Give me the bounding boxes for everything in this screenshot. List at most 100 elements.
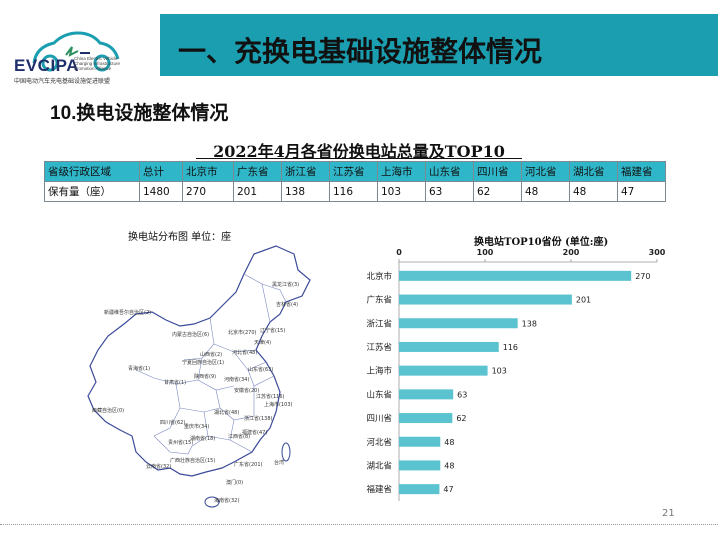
y-tick-label: 四川省	[366, 413, 392, 424]
section-number: 10.	[50, 103, 77, 124]
table-value-cell: 103	[377, 181, 426, 202]
table-value-cell: 138	[281, 181, 330, 202]
data-label: 201	[576, 296, 591, 305]
table-header-cell: 福建省	[617, 161, 666, 182]
x-tick-label: 100	[477, 248, 494, 257]
chart-title: 换电站TOP10省份 (单位:座)	[474, 237, 609, 248]
map-label: 浙江省(138)	[244, 415, 272, 422]
table-value-cell: 1480	[139, 181, 183, 202]
table-header-cell: 上海市	[377, 161, 426, 182]
bar	[399, 318, 518, 329]
table-value-cell: 63	[425, 181, 474, 202]
table-header-cell: 北京市	[182, 161, 234, 182]
table-value-cell: 116	[329, 181, 378, 202]
map-label: 陕西省(9)	[194, 373, 216, 380]
logo-subtitle-cn: 中国电动汽车充电基础设施促进联盟	[14, 78, 111, 85]
map-label: 内蒙古自治区(6)	[172, 331, 209, 338]
logo-name: EVCIPA	[14, 56, 80, 75]
bar	[399, 460, 441, 471]
logo-subtitle-en: China Electric Vehicle Charging Infrastr…	[74, 56, 121, 71]
bar	[399, 413, 453, 424]
map-label: 新疆维吾尔自治区(2)	[104, 309, 151, 316]
map-title: 换电站分布图 单位：座	[128, 232, 232, 243]
table-header-cell: 山东省	[425, 161, 474, 182]
map-label: 广西壮族自治区(15)	[170, 457, 215, 464]
bottom-divider	[0, 524, 718, 525]
table-value-cell: 48	[521, 181, 570, 202]
bar	[399, 365, 488, 376]
province-borders	[135, 273, 287, 455]
page-number: 21	[662, 508, 675, 519]
data-label: 103	[492, 367, 507, 376]
map-label: 湖南省(18)	[190, 435, 215, 442]
table-value-cell: 270	[182, 181, 234, 202]
table-value-cell: 48	[569, 181, 618, 202]
x-tick-label: 0	[396, 248, 402, 257]
map-label: 甘肃省(1)	[164, 379, 186, 386]
data-label: 270	[635, 272, 650, 281]
bar	[399, 389, 454, 400]
y-tick-label: 浙江省	[366, 318, 392, 329]
hainan-island	[204, 496, 220, 508]
y-tick-label: 北京市	[366, 271, 392, 282]
map-label: 上海市(103)	[264, 401, 292, 408]
data-label: 138	[522, 319, 537, 328]
map-label: 河北省(48)	[232, 349, 257, 356]
map-label: 江西省(8)	[228, 433, 250, 440]
summary-table: 省级行政区域 总计 北京市 广东省 浙江省 江苏省 上海市 山东省 四川省 河北…	[44, 161, 666, 202]
map-label: 北京市(270)	[228, 329, 256, 336]
bar	[399, 341, 499, 352]
data-label: 63	[457, 390, 467, 399]
table-header-cell: 广东省	[233, 161, 282, 182]
data-label: 62	[456, 414, 466, 423]
data-label: 116	[503, 343, 518, 352]
x-tick-label: 300	[649, 248, 666, 257]
map-label: 山西省(2)	[200, 351, 222, 358]
map-label: 山东省(63)	[248, 366, 273, 373]
map-label: 江苏省(116)	[256, 393, 284, 400]
map-label: 湖北省(48)	[214, 409, 239, 416]
map-label: 澳门(0)	[226, 479, 243, 486]
table-header-cell: 省级行政区域	[44, 161, 140, 182]
data-label: 47	[443, 485, 453, 494]
taiwan-island	[281, 442, 291, 462]
map-label: 广东省(201)	[234, 461, 262, 468]
table-header-cell: 河北省	[521, 161, 570, 182]
table-title-underline	[196, 158, 522, 159]
page-title: 一、充换电基础设施整体情况	[178, 35, 543, 68]
y-tick-label: 山东省	[366, 389, 392, 400]
y-tick-label: 广东省	[366, 295, 392, 306]
map-label: 天津(4)	[254, 339, 271, 346]
bar	[399, 484, 440, 495]
top10-bar-chart: 0 100 200 300 北京市 270 广东省 201 浙江省 138 江苏省 116 上海市 103…	[366, 248, 666, 501]
y-tick-label: 江苏省	[366, 342, 392, 353]
china-map: 黑龙江省(3) 吉林省(4) 辽宁省(15) 新疆维吾尔自治区(2) 内蒙古自治…	[87, 245, 311, 508]
table-value-row: 保有量（座） 1480 270 201 138 116 103 63 62 48…	[44, 181, 666, 202]
map-label: 吉林省(4)	[276, 301, 298, 308]
x-tick-label: 200	[563, 248, 580, 257]
map-label: 福建省(47)	[242, 429, 267, 436]
map-label: 西藏自治区(0)	[92, 407, 124, 414]
map-label: 贵州省(15)	[168, 439, 193, 446]
map-label: 海南省(32)	[214, 497, 239, 504]
map-label: 台湾	[274, 459, 284, 466]
table-header-cell: 总计	[139, 161, 183, 182]
bar	[399, 270, 632, 281]
bar	[399, 294, 572, 305]
section-title: 10.换电设施整体情况	[50, 98, 228, 125]
bar	[399, 436, 441, 447]
y-tick-label: 河北省	[366, 437, 392, 448]
table-value-cell: 47	[617, 181, 666, 202]
map-label: 安徽省(20)	[234, 387, 259, 394]
data-label: 48	[444, 461, 454, 470]
table-header-cell: 四川省	[473, 161, 522, 182]
table-header-cell: 江苏省	[329, 161, 378, 182]
map-label: 河南省(34)	[224, 376, 249, 383]
map-label: 四川省(62)	[160, 419, 185, 426]
map-label: 宁夏回族自治区(1)	[182, 359, 224, 366]
table-value-cell: 201	[233, 181, 282, 202]
map-label: 辽宁省(15)	[260, 327, 285, 334]
map-label: 青海省(1)	[128, 365, 150, 372]
map-label: 黑龙江省(3)	[272, 281, 299, 288]
table-header-cell: 浙江省	[281, 161, 330, 182]
